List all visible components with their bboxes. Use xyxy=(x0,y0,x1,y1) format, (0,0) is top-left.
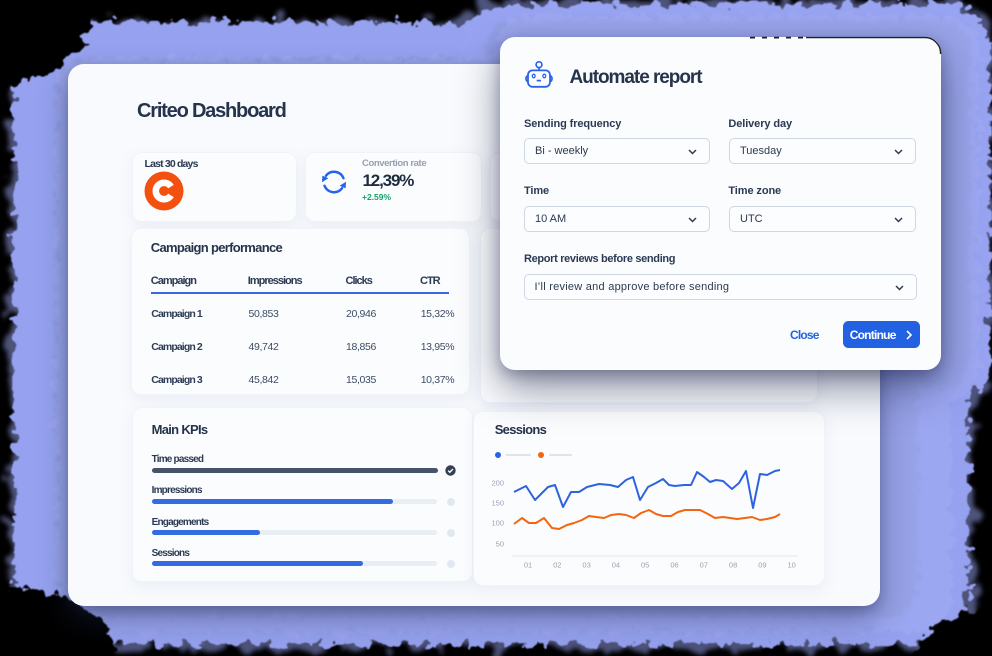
svg-text:07: 07 xyxy=(700,561,708,570)
svg-text:03: 03 xyxy=(582,561,590,570)
svg-text:08: 08 xyxy=(729,561,737,570)
svg-text:04: 04 xyxy=(612,561,620,570)
svg-text:50: 50 xyxy=(496,540,504,549)
svg-text:06: 06 xyxy=(670,561,678,570)
svg-text:200: 200 xyxy=(491,479,504,488)
svg-text:01: 01 xyxy=(524,561,532,570)
svg-text:100: 100 xyxy=(491,519,504,528)
svg-text:02: 02 xyxy=(553,561,561,570)
svg-text:10: 10 xyxy=(788,561,796,570)
svg-text:09: 09 xyxy=(758,561,766,570)
svg-text:150: 150 xyxy=(491,499,504,508)
svg-text:05: 05 xyxy=(641,561,649,570)
